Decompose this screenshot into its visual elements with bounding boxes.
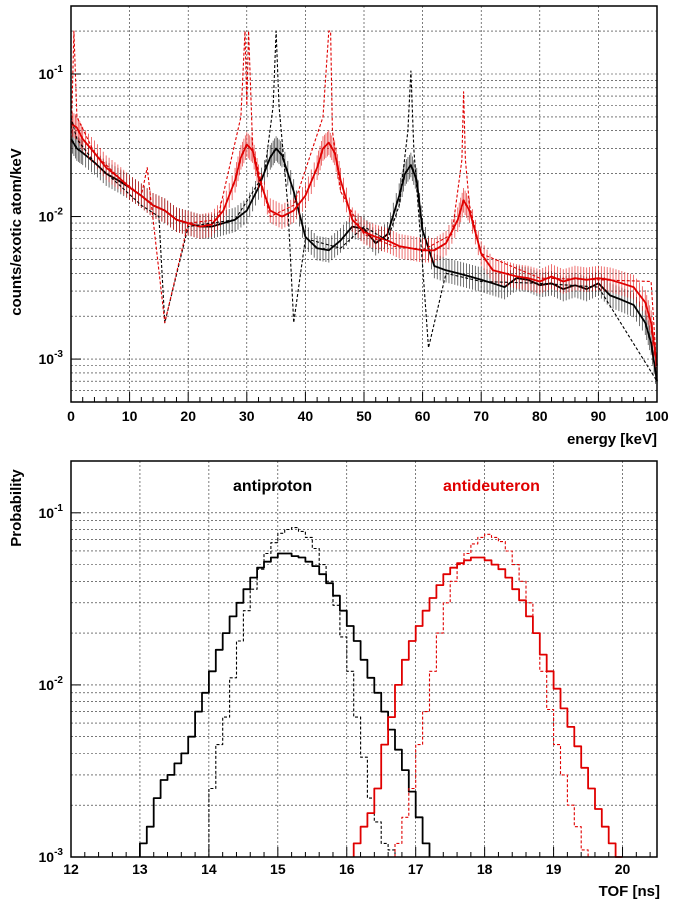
legend-entry-antiproton: antiproton	[233, 478, 312, 495]
energy-spectrum-series	[70, 30, 658, 384]
tof-distribution-x-tick-label: 19	[546, 861, 562, 877]
energy-spectrum-y-tick-label: 10-2	[39, 207, 64, 225]
energy-spectrum-x-tick-label: 20	[180, 408, 196, 424]
tof-distribution-x-tick-label: 20	[615, 861, 631, 877]
tof-distribution-y-axis-title: Probability	[8, 469, 25, 547]
tof-distribution-x-tick-label: 14	[201, 861, 217, 877]
legend-entry-antideuteron: antideuteron	[443, 478, 540, 495]
energy-spectrum-series-line-4	[70, 30, 658, 373]
energy-spectrum-panel: 0 10 20 30 40 50 60 70 80 90 100 10-3 10-2 10-1 energ…	[8, 5, 669, 448]
tof-distribution-y-tick-label: 10-3	[39, 847, 64, 865]
tof-distribution-x-tick-label: 17	[408, 861, 424, 877]
tof-distribution-ticks: 12 13 14 15 16 17 18 19 20 10-3 10-2 10-1	[39, 503, 651, 877]
energy-spectrum-x-tick-label: 70	[473, 408, 489, 424]
tof-distribution-y-tick-label: 10-1	[39, 503, 64, 521]
energy-spectrum-x-axis-title: energy [keV]	[567, 431, 657, 448]
tof-distribution-x-axis-title: TOF [ns]	[599, 883, 660, 900]
tof-distribution-x-tick-label: 12	[63, 861, 79, 877]
energy-spectrum-x-tick-label: 100	[645, 408, 669, 424]
tof-distribution-series-line-2	[208, 527, 396, 857]
energy-spectrum-x-tick-label: 10	[122, 408, 138, 424]
tof-distribution-series-line-1	[139, 552, 431, 857]
tof-distribution-x-tick-label: 18	[477, 861, 493, 877]
energy-spectrum-x-tick-label: 80	[532, 408, 548, 424]
tof-distribution-panel: 12 13 14 15 16 17 18 19 20 10-3 10-2 10-1 antiproto…	[8, 460, 660, 900]
energy-spectrum-x-tick-label: 30	[239, 408, 255, 424]
energy-spectrum-y-tick-label: 10-3	[39, 349, 64, 367]
tof-distribution-series	[139, 527, 623, 858]
tof-distribution-x-tick-label: 16	[339, 861, 355, 877]
energy-spectrum-series-line-3	[70, 30, 658, 382]
tof-distribution-series-line-3	[352, 556, 623, 858]
energy-spectrum-x-tick-label: 50	[356, 408, 372, 424]
energy-spectrum-x-tick-label: 90	[591, 408, 607, 424]
tof-distribution-frame	[70, 460, 658, 858]
energy-spectrum-x-tick-label: 60	[415, 408, 431, 424]
energy-spectrum-x-tick-label: 40	[298, 408, 314, 424]
tof-distribution-series-line-4	[394, 533, 595, 858]
energy-spectrum-x-tick-label: 0	[67, 408, 75, 424]
tof-distribution-x-tick-label: 15	[270, 861, 286, 877]
tof-distribution-x-tick-label: 13	[132, 861, 148, 877]
energy-spectrum-ticks: 0 10 20 30 40 50 60 70 80 90 100 10-3 10-2 10-1	[39, 64, 669, 424]
energy-spectrum-y-axis-title: counts/exotic atom/keV	[8, 148, 25, 316]
tof-distribution-y-tick-label: 10-2	[39, 675, 64, 693]
energy-spectrum-y-tick-label: 10-1	[39, 64, 64, 82]
